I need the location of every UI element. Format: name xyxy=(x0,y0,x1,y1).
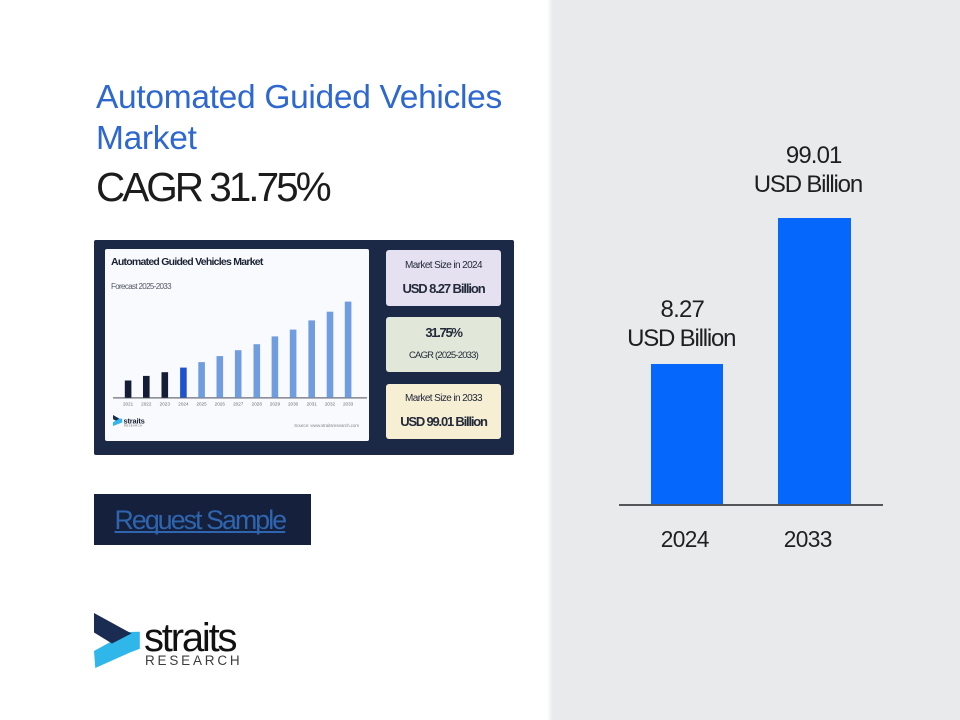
svg-text:2031: 2031 xyxy=(307,402,318,407)
svg-text:2024: 2024 xyxy=(178,402,189,407)
svg-text:2022: 2022 xyxy=(141,402,152,407)
svg-text:2026: 2026 xyxy=(215,402,226,407)
svg-text:2029: 2029 xyxy=(270,402,281,407)
svg-text:2032: 2032 xyxy=(325,402,336,407)
svg-text:2025: 2025 xyxy=(196,402,207,407)
svg-text:2021: 2021 xyxy=(123,402,134,407)
svg-text:RESEARCH: RESEARCH xyxy=(124,423,142,427)
svg-text:2027: 2027 xyxy=(233,402,244,407)
svg-text:2033: 2033 xyxy=(343,402,354,407)
svg-text:2023: 2023 xyxy=(160,402,171,407)
svg-text:2030: 2030 xyxy=(288,402,299,407)
svg-text:2028: 2028 xyxy=(252,402,263,407)
svg-text:straits: straits xyxy=(124,416,145,425)
